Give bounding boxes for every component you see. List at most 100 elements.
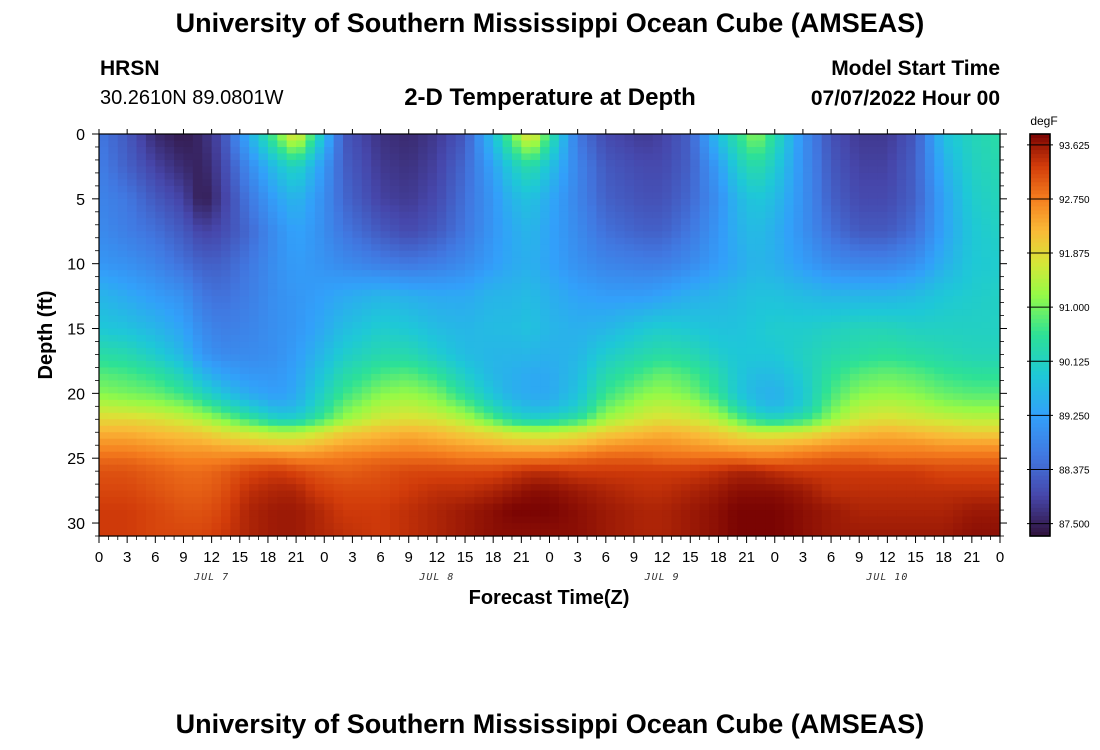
heatmap-cell [380, 432, 391, 440]
heatmap-cell [399, 432, 410, 440]
heatmap-cell [202, 218, 213, 226]
heatmap-cell [267, 309, 278, 317]
heatmap-cell [258, 270, 269, 278]
heatmap-cell [877, 146, 888, 155]
heatmap-cell [446, 335, 457, 343]
heatmap-cell [258, 185, 269, 193]
heatmap-cell [934, 140, 945, 148]
heatmap-cell [164, 341, 175, 349]
heatmap-cell [896, 134, 907, 142]
heatmap-cell [812, 140, 823, 148]
heatmap-cell [924, 250, 935, 258]
heatmap-cell [821, 458, 832, 466]
heatmap-cell [896, 192, 907, 200]
heatmap-cell [831, 224, 842, 232]
heatmap-cell [877, 464, 888, 472]
heatmap-cell [831, 399, 842, 407]
heatmap-cell [333, 289, 344, 297]
heatmap-cell [465, 192, 476, 200]
heatmap-cell [877, 360, 888, 369]
heatmap-cell [305, 309, 316, 317]
heatmap-cell [577, 172, 588, 180]
heatmap-cell [896, 231, 907, 239]
heatmap-cell [915, 438, 926, 446]
heatmap-cell [765, 322, 776, 330]
heatmap-cell [99, 302, 109, 310]
heatmap-cell [202, 322, 213, 330]
heatmap-cell [258, 406, 269, 414]
heatmap-cell [943, 179, 954, 187]
heatmap-cell [727, 432, 738, 440]
heatmap-cell [587, 146, 598, 155]
heatmap-cell [136, 347, 147, 356]
heatmap-cell [840, 425, 851, 433]
heatmap-cell [784, 224, 795, 232]
heatmap-cell [230, 451, 241, 459]
heatmap-cell [643, 192, 654, 200]
heatmap-cell [436, 367, 447, 375]
heatmap-cell [915, 412, 926, 420]
heatmap-cell [877, 367, 888, 375]
heatmap-cell [755, 153, 766, 161]
heatmap-cell [737, 289, 748, 297]
heatmap-cell [774, 425, 785, 433]
heatmap-cell [202, 380, 213, 388]
heatmap-cell [436, 224, 447, 232]
heatmap-cell [117, 335, 128, 343]
heatmap-cell [671, 341, 682, 349]
heatmap-cell [258, 309, 269, 317]
heatmap-cell [643, 146, 654, 155]
heatmap-cell [962, 412, 973, 420]
heatmap-cell [361, 211, 372, 219]
heatmap-cell [145, 451, 156, 459]
heatmap-cell [887, 166, 898, 174]
heatmap-cell [943, 192, 954, 200]
heatmap-cell [596, 244, 607, 252]
heatmap-cell [455, 270, 466, 278]
heatmap-cell [380, 134, 391, 142]
heatmap-cell [127, 237, 138, 245]
heatmap-cell [427, 458, 438, 466]
heatmap-cell [399, 185, 410, 193]
heatmap-cell [793, 432, 804, 440]
heatmap-cell [343, 263, 354, 271]
heatmap-cell [746, 386, 757, 394]
heatmap-cell [380, 179, 391, 187]
heatmap-cell [436, 328, 447, 336]
heatmap-cell [549, 198, 560, 206]
heatmap-cell [483, 276, 494, 284]
heatmap-cell [784, 250, 795, 258]
heatmap-cell [174, 257, 185, 265]
heatmap-cell [493, 302, 504, 310]
heatmap-cell [737, 244, 748, 252]
heatmap-cell [727, 276, 738, 284]
heatmap-cell [840, 237, 851, 245]
heatmap-cell [765, 360, 776, 369]
heatmap-cell [577, 386, 588, 394]
heatmap-cell [136, 302, 147, 310]
heatmap-cell [540, 315, 551, 323]
heatmap-cell [859, 354, 870, 362]
heatmap-cell [765, 250, 776, 258]
heatmap-cell [990, 257, 1001, 265]
heatmap-cell [483, 322, 494, 330]
heatmap-cell [793, 406, 804, 414]
heatmap-cell [314, 315, 325, 323]
heatmap-cell [380, 244, 391, 252]
heatmap-cell [296, 335, 307, 343]
heatmap-cell [849, 159, 860, 168]
heatmap-cell [530, 166, 541, 174]
heatmap-cell [127, 146, 138, 155]
heatmap-cell [859, 309, 870, 317]
heatmap-cell [371, 218, 382, 226]
heatmap-cell [521, 412, 532, 420]
heatmap-cell [831, 406, 842, 414]
heatmap-cell [117, 276, 128, 284]
heatmap-cell [690, 296, 701, 304]
heatmap-cell [934, 464, 945, 472]
heatmap-cell [793, 315, 804, 323]
heatmap-cell [943, 153, 954, 161]
heatmap-cell [671, 360, 682, 369]
heatmap-cell [427, 335, 438, 343]
heatmap-cell [680, 438, 691, 446]
